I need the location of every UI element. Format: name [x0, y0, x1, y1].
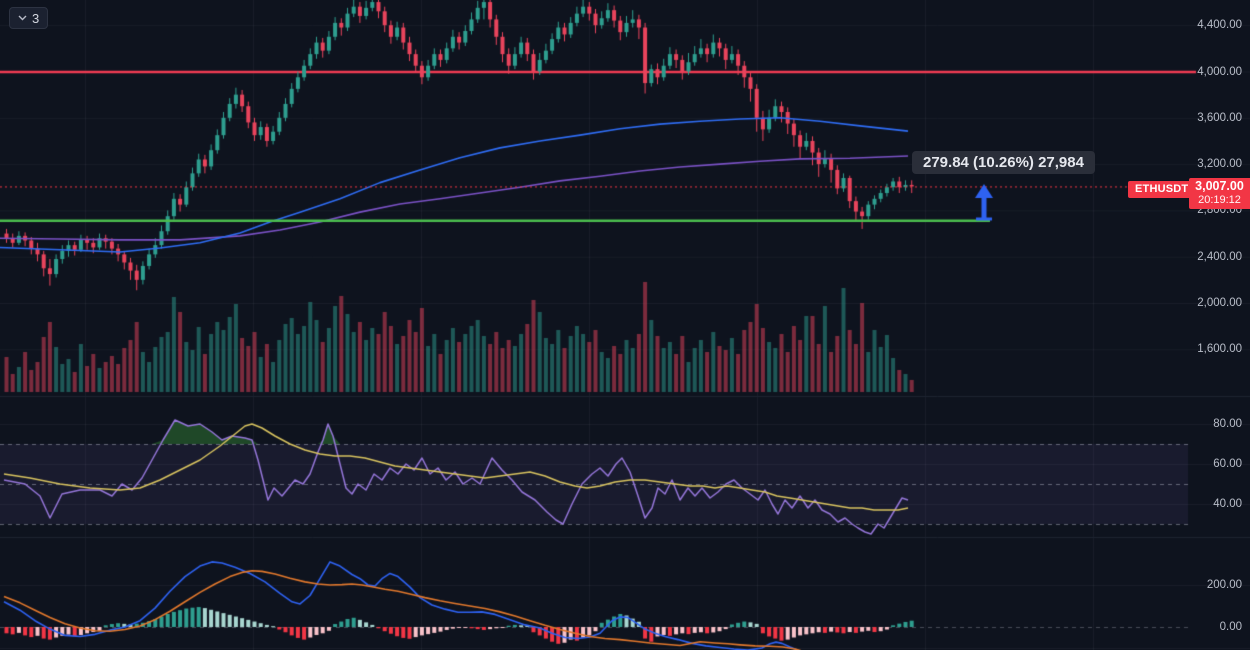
indicators-count: 3: [32, 10, 40, 26]
price-axis-label: 3,200.00: [1197, 158, 1242, 171]
current-price-axis-tag: 3,007.00 20:19:12: [1189, 178, 1250, 209]
indicators-collapse-button[interactable]: 3: [9, 7, 49, 29]
price-axis-label: 1,600.00: [1197, 343, 1242, 356]
symbol-axis-tag[interactable]: ETHUSDT: [1128, 181, 1196, 198]
price-axis-label: 2,000.00: [1197, 297, 1242, 309]
bar-countdown: 20:19:12: [1198, 194, 1241, 206]
price-axis-label: 2,400.00: [1197, 250, 1242, 263]
current-price: 3,007.00: [1195, 179, 1244, 193]
price-axis-label: 3,600.00: [1197, 111, 1242, 124]
rsi-axis-label: 60.00: [1213, 458, 1242, 470]
rsi-axis-label: 80.00: [1213, 418, 1242, 430]
price-axis-label: 4,400.00: [1197, 19, 1242, 32]
chevron-down-icon: [18, 15, 27, 21]
price-axis-label: 4,000.00: [1197, 65, 1242, 78]
macd-axis-label: 200.00: [1206, 579, 1242, 591]
rsi-axis-label: 40.00: [1213, 498, 1242, 510]
macd-axis-label: 0.00: [1219, 621, 1242, 633]
measure-tooltip: 279.84 (10.26%) 27,984: [912, 151, 1095, 174]
